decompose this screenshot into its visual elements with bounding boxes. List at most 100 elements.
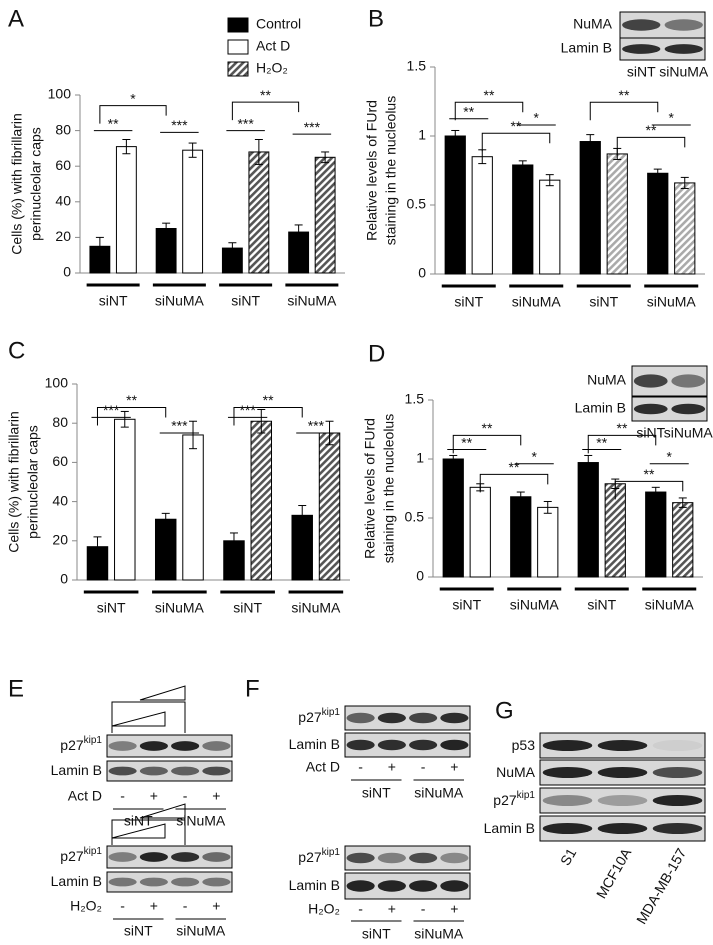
treatment-sign: + (150, 788, 158, 804)
y-axis-label: Cells (%) with fibrillarin (6, 411, 22, 553)
x-tick-label: siNT (231, 293, 260, 309)
band (409, 739, 438, 751)
row-label: p27kip1 (298, 707, 340, 725)
sig-label: ** (644, 466, 655, 482)
bar (471, 156, 493, 275)
sig-bracket (231, 101, 300, 121)
x-tick-label: siNT (454, 294, 483, 310)
sig-label: *** (171, 117, 188, 133)
group-label: siNT (124, 923, 153, 939)
band (377, 739, 406, 751)
legend-swatch (227, 61, 249, 77)
x-tick-label: siNuMA (155, 600, 205, 616)
y-tick-label: 80 (52, 414, 68, 430)
row-label: NuMA (496, 764, 536, 780)
label-text: Lamin B (289, 877, 340, 893)
row-label: Lamin B (289, 877, 340, 893)
bar (674, 182, 696, 275)
lane-label: siNuMA (664, 425, 713, 441)
x-tick-label: siNT (97, 600, 126, 616)
panel-letter: D (368, 340, 385, 367)
y-tick-label: 40 (52, 492, 68, 508)
y-axis-label: Relative levels of FUrd (364, 100, 380, 241)
panel-letter: E (8, 675, 24, 702)
band (542, 823, 593, 834)
label-sup: kip1 (84, 846, 103, 857)
sig-label: * (130, 90, 136, 106)
band (440, 739, 469, 751)
x-tick-label: siNuMA (645, 597, 695, 613)
x-tick-label: siNuMA (155, 293, 205, 309)
label-text: Lamin B (484, 820, 535, 836)
band (171, 852, 200, 862)
legend-label: H₂O₂ (256, 60, 288, 76)
y-axis-label: perinucleolar caps (28, 127, 44, 241)
band (652, 823, 703, 834)
wedge-bracket (111, 701, 186, 733)
bar (537, 506, 559, 578)
band (542, 795, 593, 806)
bar (512, 164, 534, 275)
label-text: p27 (298, 849, 322, 865)
sig-bracket (233, 407, 303, 426)
sig-label: ** (461, 434, 472, 450)
y-axis-label: staining in the nucleolus (383, 96, 399, 245)
treatment-sign: + (212, 788, 220, 804)
x-tick-label: siNT (452, 597, 481, 613)
sig-bracket (616, 136, 686, 156)
wedge (111, 711, 166, 727)
band (597, 823, 648, 834)
blot-strip (106, 734, 233, 758)
band (597, 740, 648, 751)
label-text: p27 (60, 848, 84, 864)
row-label: Lamin B (51, 762, 102, 778)
sig-label: ** (108, 115, 119, 131)
sig-label: ** (482, 420, 493, 436)
row-label: Lamin B (51, 873, 102, 889)
group-label: siNuMA (414, 785, 464, 801)
row-label: Lamin B (484, 820, 535, 836)
y-tick-label: 1 (416, 450, 424, 466)
sig-label: ** (619, 87, 630, 103)
panel-letter: A (8, 5, 24, 32)
x-tick-label: siNT (233, 600, 262, 616)
group-label: siNuMA (176, 813, 226, 829)
bar (539, 179, 561, 275)
sig-label: ** (617, 420, 628, 436)
y-axis-label: staining in the nucleolus (381, 414, 397, 563)
sig-label: * (667, 448, 673, 464)
band (171, 766, 200, 776)
y-tick-label: 0.5 (405, 509, 425, 525)
bar (250, 420, 273, 581)
blot-strip (106, 760, 233, 782)
band (377, 880, 406, 892)
band (202, 877, 231, 887)
bar (469, 486, 491, 578)
sig-label: * (534, 110, 540, 126)
x-tick-label: siNT (589, 294, 618, 310)
row-label: p27kip1 (493, 790, 535, 808)
sig-label: *** (239, 402, 256, 418)
treatment-sign: - (183, 788, 188, 804)
band (377, 852, 406, 864)
group-label: siNT (362, 785, 391, 801)
band (542, 740, 593, 751)
bar (645, 491, 667, 578)
treatment-sign: + (388, 759, 396, 775)
sig-label: ** (463, 103, 474, 119)
sig-label: *** (304, 119, 321, 135)
bar (606, 153, 628, 275)
y-tick-label: 20 (55, 228, 71, 244)
sig-label: ** (596, 434, 607, 450)
sig-label: ** (509, 459, 520, 475)
band (202, 852, 231, 862)
y-tick-label: 0 (418, 265, 426, 281)
band (171, 741, 200, 751)
y-axis-label: Cells (%) with fibrillarin (9, 113, 25, 255)
label-sup: kip1 (322, 847, 341, 858)
sig-label: * (669, 110, 675, 126)
band (652, 795, 703, 806)
sig-label: *** (103, 402, 120, 418)
treatment-label: Act D (306, 759, 340, 775)
band (597, 767, 648, 778)
